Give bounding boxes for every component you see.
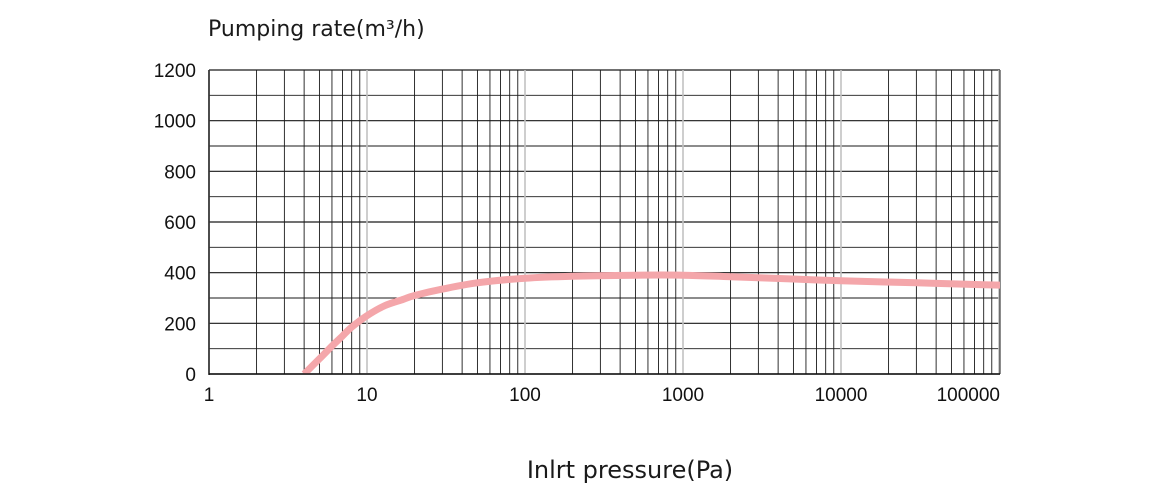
y-axis-label: Pumping rate(m³/h) — [208, 17, 425, 42]
tick-labels: 0 200 400 600 800 1000 1200 1 10 100 1000 10000 1000… — [154, 61, 1000, 406]
y-tick-label: 1000 — [154, 112, 196, 133]
x-tick-label: 10000 — [815, 385, 868, 406]
grid — [208, 69, 1001, 375]
x-tick-label: 100000 — [937, 385, 1000, 406]
x-axis-label: Inlrt pressure(Pa) — [527, 456, 733, 484]
y-tick-label: 200 — [164, 314, 196, 335]
y-tick-label: 0 — [185, 365, 196, 386]
x-tick-label: 1000 — [662, 385, 704, 406]
series-line — [301, 271, 1000, 374]
series-layer — [301, 271, 1000, 374]
y-tick-label: 800 — [164, 162, 196, 183]
y-tick-label: 400 — [164, 264, 196, 285]
y-tick-label: 600 — [164, 213, 196, 234]
x-tick-label: 10 — [356, 385, 377, 406]
x-tick-label: 1 — [204, 385, 215, 406]
axes — [208, 70, 1000, 375]
y-tick-label: 1200 — [154, 61, 196, 82]
x-tick-label: 100 — [509, 385, 541, 406]
